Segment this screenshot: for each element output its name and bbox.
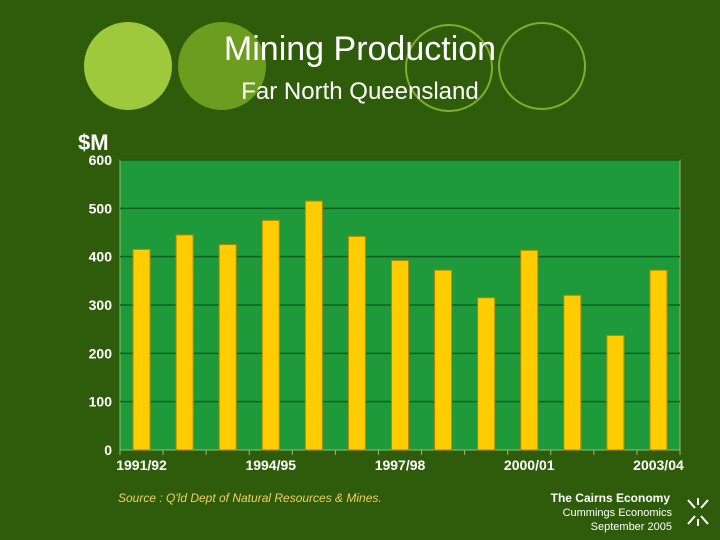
- bar: [132, 248, 151, 451]
- bar: [391, 260, 409, 451]
- x-tick-label: 1994/95: [245, 457, 296, 473]
- y-tick-label: 0: [104, 442, 112, 458]
- bar: [606, 334, 625, 451]
- slide-subtitle: Far North Queensland: [241, 78, 479, 105]
- bar: [304, 200, 323, 451]
- slide-title: Mining Production: [223, 30, 497, 68]
- x-tick-label: 2000/01: [504, 457, 555, 473]
- bar: [520, 249, 539, 451]
- bar: [649, 269, 668, 451]
- footer-date: September 2005: [590, 521, 672, 533]
- y-tick-label: 200: [89, 345, 113, 361]
- footer-org-title: The Cairns Economy: [550, 491, 670, 505]
- company-logo-icon: [687, 498, 709, 526]
- bar: [477, 297, 496, 451]
- decorative-circle-1: [84, 22, 172, 110]
- y-tick-label: 600: [89, 152, 113, 168]
- bar: [347, 235, 366, 451]
- y-tick-label: 300: [89, 297, 113, 313]
- y-tick-label: 500: [89, 200, 113, 216]
- y-tick-label: 100: [89, 394, 113, 410]
- x-tick-label: 1997/98: [375, 457, 426, 473]
- y-axis-label: $M: [78, 130, 109, 155]
- source-note: Source : Q'ld Dept of Natural Resources …: [118, 491, 382, 505]
- bar: [175, 234, 194, 451]
- x-tick-label: 1991/92: [116, 457, 167, 473]
- bar: [434, 269, 453, 451]
- bar: [261, 219, 280, 451]
- x-tick-label: 2003/04: [633, 457, 684, 473]
- decorative-circle-2: [178, 22, 266, 110]
- decorative-circle-4: [498, 22, 586, 110]
- y-tick-label: 400: [89, 249, 113, 265]
- footer-org-line1: Cummings Economics: [562, 507, 672, 519]
- bar: [218, 244, 237, 451]
- decorative-circle-3: [405, 24, 493, 112]
- bar: [563, 294, 582, 451]
